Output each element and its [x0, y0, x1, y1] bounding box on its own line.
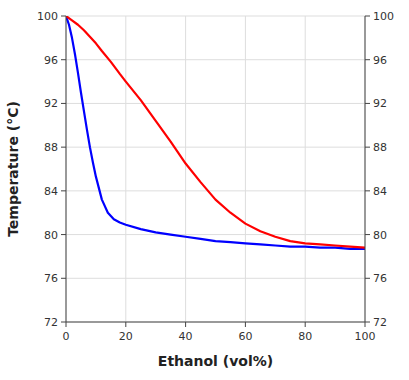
- y2-tick: [365, 103, 370, 104]
- y2-tick-label: 96: [373, 54, 387, 67]
- x-axis-line: [66, 322, 365, 323]
- grid-line-x: [125, 16, 126, 322]
- y-tick-label: 96: [44, 54, 58, 67]
- y2-tick: [365, 147, 370, 148]
- series-group: [66, 16, 365, 249]
- y2-tick-label: 76: [373, 272, 387, 285]
- grid-line-y: [66, 16, 365, 17]
- y2-tick: [365, 190, 370, 191]
- x-tick: [245, 322, 246, 327]
- x-tick: [185, 322, 186, 327]
- y-tick: [61, 322, 66, 323]
- x-axis-label: Ethanol (vol%): [158, 353, 273, 369]
- x-tick: [125, 322, 126, 327]
- x-tick-label: 0: [63, 330, 70, 343]
- x-tick-label: 60: [238, 330, 252, 343]
- grid-line-x: [245, 16, 246, 322]
- y-tick: [61, 147, 66, 148]
- y2-tick-label: 100: [373, 10, 394, 23]
- y-tick: [61, 234, 66, 235]
- y-tick-label: 88: [44, 141, 58, 154]
- x-tick-label: 80: [298, 330, 312, 343]
- grid-line-x: [365, 16, 366, 322]
- y2-tick: [365, 322, 370, 323]
- grid-line-x: [185, 16, 186, 322]
- y2-tick-label: 88: [373, 141, 387, 154]
- plot-area: [66, 16, 365, 322]
- y2-tick: [365, 278, 370, 279]
- y2-tick-label: 92: [373, 97, 387, 110]
- y-tick-label: 84: [44, 185, 58, 198]
- y2-tick-label: 84: [373, 185, 387, 198]
- line: [66, 16, 365, 248]
- y-tick-label: 100: [37, 10, 58, 23]
- x-tick: [365, 322, 366, 327]
- y-tick-label: 72: [44, 316, 58, 329]
- chart: 0204060801007276808488929610072768084889…: [0, 0, 409, 380]
- y-tick-label: 80: [44, 229, 58, 242]
- y-tick: [61, 16, 66, 17]
- y-tick: [61, 278, 66, 279]
- grid-line-y: [66, 278, 365, 279]
- grid: [66, 16, 365, 322]
- grid-line-y: [66, 103, 365, 104]
- y-tick: [61, 59, 66, 60]
- y-tick-label: 92: [44, 97, 58, 110]
- x-tick-label: 20: [119, 330, 133, 343]
- y2-tick-label: 80: [373, 229, 387, 242]
- grid-line-y: [66, 147, 365, 148]
- grid-line-y: [66, 322, 365, 323]
- x-tick-label: 100: [355, 330, 376, 343]
- x-tick-label: 40: [179, 330, 193, 343]
- grid-line-y: [66, 234, 365, 235]
- y-axis-label: Temperature (°C): [5, 101, 21, 237]
- y2-tick: [365, 16, 370, 17]
- grid-line-x: [305, 16, 306, 322]
- y2-tick: [365, 59, 370, 60]
- grid-line-x: [66, 16, 67, 322]
- grid-line-y: [66, 59, 365, 60]
- x-tick: [305, 322, 306, 327]
- y2-tick: [365, 234, 370, 235]
- y-tick-label: 76: [44, 272, 58, 285]
- line: [66, 16, 365, 249]
- y-tick: [61, 103, 66, 104]
- grid-line-y: [66, 190, 365, 191]
- y2-tick-label: 72: [373, 316, 387, 329]
- x-tick: [66, 322, 67, 327]
- axes: 0204060801007276808488929610072768084889…: [37, 10, 394, 343]
- y-tick: [61, 190, 66, 191]
- y-axis-line: [66, 16, 67, 322]
- y2-axis-line: [365, 16, 366, 322]
